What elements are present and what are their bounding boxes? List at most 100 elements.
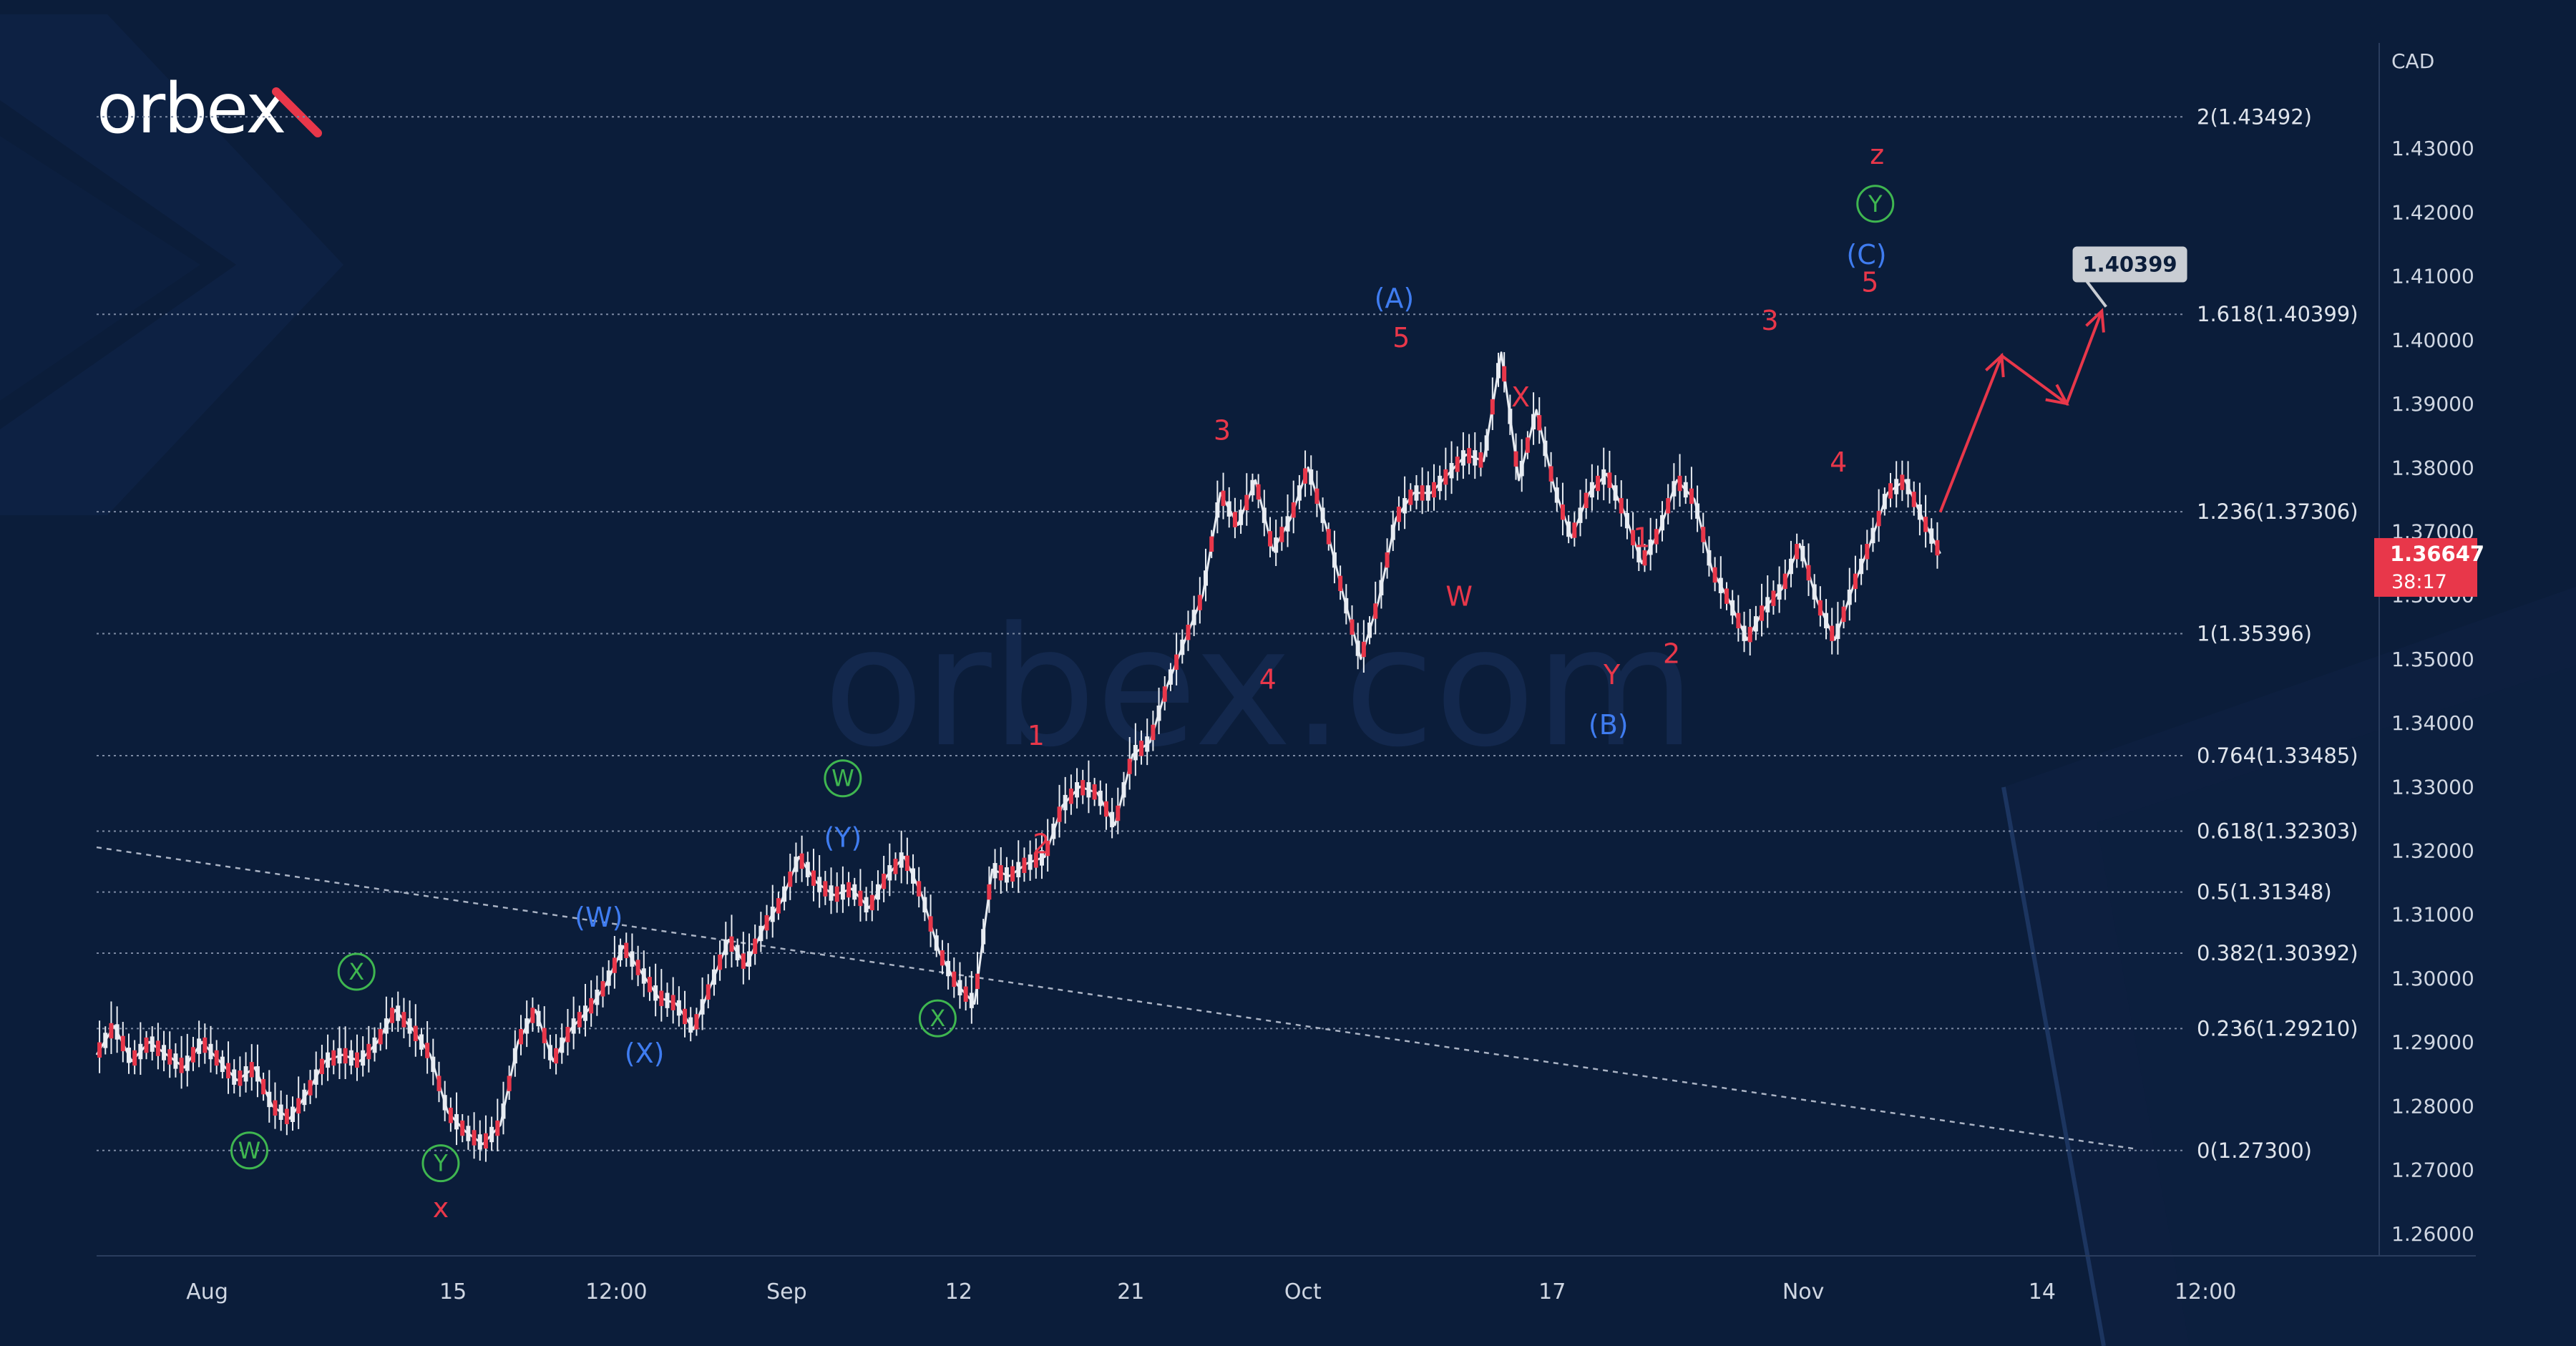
candle-body (1320, 507, 1325, 523)
candle-body (1835, 623, 1840, 639)
y-tick-label: 1.34000 (2391, 711, 2474, 735)
x-axis-ticks: Aug 15 12:00 Sep 12 21 Oct 17 Nov 14 12:00 (186, 1279, 2236, 1304)
candle-body (940, 950, 945, 966)
candle-body (975, 973, 980, 990)
candle-body (1911, 492, 1916, 507)
candle-body (501, 1103, 506, 1119)
y-tick-label: 1.29000 (2391, 1030, 2474, 1054)
candle-body (1151, 724, 1156, 741)
candle-body (1513, 451, 1518, 467)
candle-body (928, 916, 933, 932)
candle-body (1204, 570, 1209, 586)
candle-body (1782, 573, 1787, 590)
candle-body (1870, 527, 1875, 544)
wave-label-circle (918, 999, 957, 1038)
candle-body (554, 1048, 559, 1064)
wave-label: 1 (1028, 720, 1045, 751)
candle-body (1063, 794, 1068, 811)
candle-body (706, 984, 711, 1000)
candle-body (1004, 867, 1009, 883)
candle-body (1460, 450, 1465, 466)
candle-body (1103, 801, 1108, 817)
x-tick-label: Oct (1284, 1279, 1322, 1304)
candle-body (1209, 536, 1214, 552)
candle-body (770, 907, 775, 922)
candle-body (547, 1045, 552, 1060)
candle-body (126, 1048, 131, 1063)
candle-body (735, 945, 740, 960)
candle-body (1121, 782, 1126, 798)
candle-body (326, 1052, 331, 1068)
candle-body (291, 1106, 296, 1122)
candle-body (354, 1052, 359, 1068)
candle-body (208, 1043, 213, 1060)
candle-body (378, 1029, 383, 1045)
y-tick-label: 1.43000 (2391, 137, 2474, 160)
candle-body (1695, 503, 1700, 519)
target-price-text: 1.40399 (2083, 253, 2177, 277)
projection-path (1938, 308, 2105, 513)
candle-body (747, 951, 752, 967)
candle-body (1712, 567, 1717, 583)
wave-label: 1 (1633, 522, 1650, 553)
candle-body (1935, 540, 1940, 556)
candle-body (396, 1005, 401, 1021)
candle-body (1572, 522, 1577, 538)
candle-body (1654, 529, 1659, 545)
candle-body (647, 977, 652, 993)
candle-body (203, 1037, 208, 1053)
x-tick-label: Sep (766, 1279, 807, 1304)
candle-body (1279, 527, 1284, 542)
candle-body (401, 1012, 406, 1028)
candle-body (1525, 437, 1530, 453)
target-price-box (2072, 246, 2187, 283)
candle-body (1853, 573, 1858, 590)
fib-level-label: 0(1.27300) (2197, 1138, 2312, 1163)
wave-label: (B) (1589, 709, 1629, 741)
wave-label: z (1870, 139, 1884, 170)
candle-body (267, 1091, 272, 1108)
wave-label: (A) (1375, 283, 1415, 314)
candle-body (1490, 399, 1495, 415)
candle-body (1683, 482, 1688, 498)
candle-body (934, 935, 939, 951)
candle-body (1742, 625, 1747, 641)
y-tick-label: 1.42000 (2391, 200, 2474, 224)
candle-body (1554, 487, 1559, 503)
candle-body (1297, 485, 1302, 501)
candle-body (1765, 597, 1770, 613)
candle-body (407, 1018, 412, 1034)
bg-diagonal-line (2001, 786, 2106, 1346)
x-tick-label: 15 (439, 1279, 467, 1304)
wave-label-circle (1856, 185, 1895, 223)
candle-body (1197, 595, 1202, 610)
candle-body (495, 1120, 500, 1136)
trendline (96, 846, 2134, 1150)
candle-body (1613, 485, 1618, 501)
x-tick-label: 12:00 (2175, 1279, 2236, 1304)
candle-body (372, 1037, 377, 1053)
projection-line (1938, 310, 2104, 513)
candle-body (718, 954, 723, 970)
candle-body (1689, 488, 1694, 504)
candle-body (1139, 741, 1144, 756)
candle-body (1906, 479, 1911, 494)
candle-body (665, 993, 670, 1008)
candle-body (582, 1005, 587, 1021)
candle-body (1531, 414, 1536, 430)
watermark-text: orbex.com (823, 592, 1695, 784)
candle-body (390, 1008, 395, 1023)
candle-body (1806, 565, 1811, 581)
projection-arrowhead (2045, 384, 2069, 406)
candle-body (114, 1024, 119, 1040)
wave-label: (C) (1846, 239, 1886, 270)
candle-body (805, 862, 810, 877)
candle-body (1660, 514, 1665, 531)
candle-countdown: 38:17 (2391, 571, 2447, 593)
candle-body (1707, 550, 1712, 566)
candle-body (1859, 558, 1864, 575)
candle-body (998, 865, 1003, 881)
candle-body (1795, 544, 1800, 560)
candle-body (1631, 530, 1636, 546)
candle-body (155, 1040, 160, 1056)
